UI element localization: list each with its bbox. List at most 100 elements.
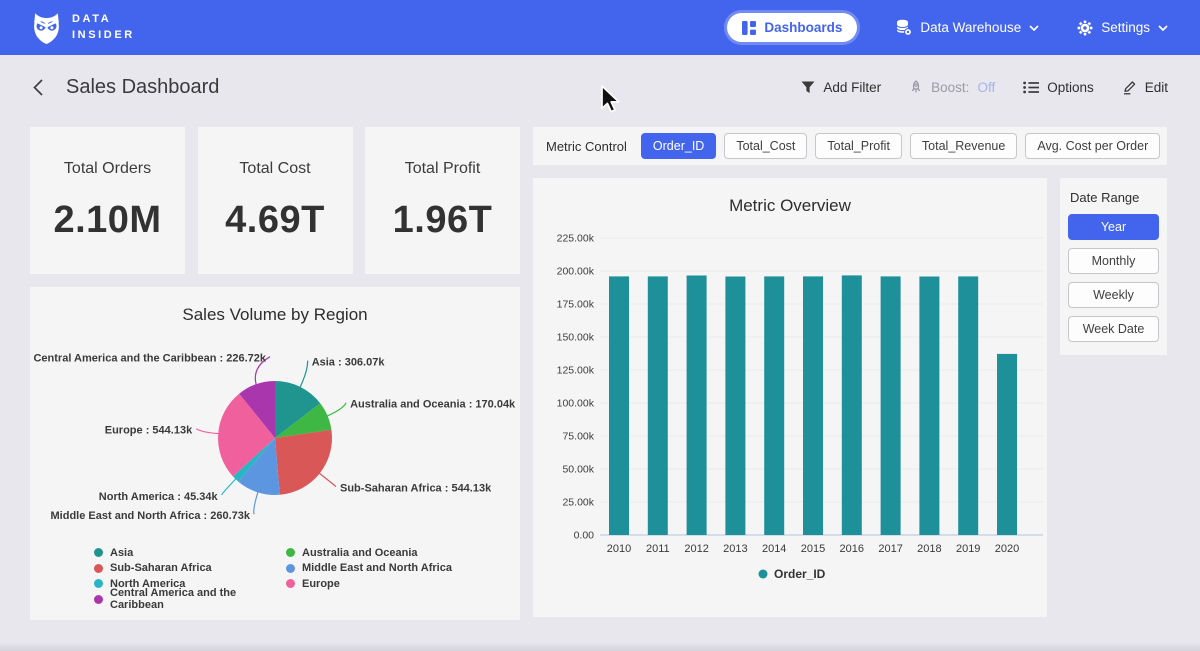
pie-label-north-america: North America : 45.34k bbox=[99, 491, 219, 503]
pie-chart-card: Sales Volume by Region Asia : 306.07k Aus… bbox=[30, 287, 520, 620]
owl-icon bbox=[32, 11, 61, 45]
pencil-icon bbox=[1122, 80, 1137, 95]
add-filter-button[interactable]: Add Filter bbox=[801, 80, 881, 95]
bar-2017[interactable] bbox=[880, 276, 901, 535]
database-icon bbox=[895, 19, 913, 36]
bar-2019[interactable] bbox=[958, 276, 979, 535]
legend-item-label: North America bbox=[110, 577, 186, 590]
edit-button[interactable]: Edit bbox=[1122, 80, 1168, 95]
kpi-card-total-orders: Total Orders 2.10M bbox=[30, 127, 185, 274]
bar-2018[interactable] bbox=[919, 276, 940, 536]
date-range-option-monthly[interactable]: Monthly bbox=[1068, 248, 1159, 274]
navbar: DATA INSIDER Dashboards bbox=[0, 0, 1200, 55]
x-axis-label: 2018 bbox=[917, 543, 941, 555]
bar-2012[interactable] bbox=[686, 275, 707, 536]
kpi-value: 4.69T bbox=[225, 198, 325, 241]
bar-2020[interactable] bbox=[997, 353, 1017, 535]
y-axis-tick: 175.00k bbox=[557, 299, 595, 311]
settings-menu[interactable]: Settings bbox=[1077, 20, 1168, 36]
legend-item-label: Sub-Saharan Africa bbox=[110, 562, 212, 575]
options-button[interactable]: Options bbox=[1023, 80, 1094, 95]
y-axis-tick: 0.00 bbox=[574, 530, 595, 542]
pie-slice-central-america-and-the-caribbean[interactable] bbox=[239, 381, 275, 438]
x-axis-label: 2020 bbox=[995, 543, 1019, 555]
boost-toggle[interactable]: Boost: Off bbox=[909, 80, 995, 95]
bar-2016[interactable] bbox=[841, 275, 862, 535]
x-axis-label: 2010 bbox=[607, 543, 631, 555]
metric-option-total-revenue[interactable]: Total_Revenue bbox=[909, 133, 1018, 159]
x-axis-label: 2011 bbox=[646, 543, 670, 555]
date-range-option-year[interactable]: Year bbox=[1068, 214, 1159, 240]
bar-2015[interactable] bbox=[803, 276, 823, 535]
legend-item-asia[interactable]: Asia bbox=[94, 545, 286, 561]
legend-dot bbox=[286, 579, 295, 589]
pie-leader-line bbox=[195, 428, 222, 435]
metric-options: Order_ID Total_Cost Total_Profit Total_Reve… bbox=[640, 133, 1161, 159]
bar-2014[interactable] bbox=[764, 276, 785, 535]
pie-leader-line bbox=[254, 356, 271, 388]
legend-dot bbox=[94, 548, 103, 558]
legend-item-label: Central America and the Caribbean bbox=[110, 587, 237, 612]
pie-slice-europe[interactable] bbox=[218, 393, 275, 477]
metric-option-order-id[interactable]: Order_ID bbox=[640, 133, 717, 159]
date-range-option-week-date[interactable]: Week Date bbox=[1068, 316, 1159, 342]
kpi-label: Total Cost bbox=[239, 159, 311, 177]
y-axis-tick: 75.00k bbox=[562, 431, 594, 443]
legend-item-middle-east-and-north-africa[interactable]: Middle East and North Africa bbox=[286, 561, 452, 577]
navbar-menu: Dashboards Data Warehouse bbox=[727, 13, 1168, 42]
bar-chart-title: Metric Overview bbox=[729, 196, 851, 215]
legend-item-australia-and-oceania[interactable]: Australia and Oceania bbox=[286, 545, 452, 561]
x-axis-label: 2013 bbox=[723, 543, 747, 555]
bar-legend-label[interactable]: Order_ID bbox=[774, 567, 826, 581]
bar-legend-dot bbox=[758, 569, 768, 579]
kpi-label: Total Profit bbox=[404, 159, 481, 177]
header-actions: Add Filter Boost: Off bbox=[801, 80, 1168, 95]
pie-slice-australia-and-oceania[interactable] bbox=[275, 403, 332, 438]
metric-option-total-profit[interactable]: Total_Profit bbox=[815, 133, 902, 159]
pie-leader-line bbox=[221, 476, 239, 496]
x-axis-label: 2017 bbox=[878, 543, 902, 555]
kpi-row: Total Orders 2.10M Total Cost 4.69T Total Pr… bbox=[30, 127, 520, 274]
date-range-option-weekly[interactable]: Weekly bbox=[1068, 282, 1159, 308]
x-axis-label: 2015 bbox=[801, 543, 825, 555]
bar-2010[interactable] bbox=[609, 276, 629, 535]
legend-dot bbox=[94, 579, 103, 589]
legend-item-north-america[interactable]: North America bbox=[94, 576, 286, 592]
kpi-card-total-cost: Total Cost 4.69T bbox=[197, 127, 353, 274]
back-button[interactable] bbox=[32, 78, 44, 97]
legend-item-central-america-and-the-caribbean[interactable]: Central America and the Caribbean bbox=[94, 587, 286, 611]
legend-item-label: Australia and Oceania bbox=[302, 546, 418, 559]
pie-label-asia: Asia : 306.07k bbox=[312, 357, 386, 369]
legend-dot bbox=[94, 563, 103, 573]
bar-2011[interactable] bbox=[647, 276, 668, 535]
legend-item-label: Europe bbox=[302, 577, 340, 590]
legend-dot bbox=[286, 548, 295, 558]
pie-slice-middle-east-and-north-africa[interactable] bbox=[238, 438, 280, 496]
date-range-options: Year Monthly Weekly Week Date bbox=[1068, 214, 1159, 342]
data-warehouse-menu[interactable]: Data Warehouse bbox=[895, 19, 1039, 36]
metric-option-total-cost[interactable]: Total_Cost bbox=[724, 133, 808, 159]
settings-label: Settings bbox=[1101, 20, 1150, 35]
y-axis-tick: 100.00k bbox=[557, 398, 595, 410]
bar-chart-card: Metric Overview 0.00 25.00k 50.00k 75.00k 10… bbox=[533, 178, 1047, 617]
legend-item-europe[interactable]: Europe bbox=[286, 576, 452, 592]
add-filter-label: Add Filter bbox=[823, 79, 882, 95]
brand[interactable]: DATA INSIDER bbox=[32, 11, 135, 45]
options-label: Options bbox=[1047, 79, 1094, 95]
kpi-card-total-profit: Total Profit 1.96T bbox=[365, 127, 520, 274]
bar-2013[interactable] bbox=[725, 276, 746, 536]
pie-slice-sub-saharan-africa[interactable] bbox=[275, 429, 332, 495]
metric-option-avg-cost-per-order[interactable]: Avg. Cost per Order bbox=[1025, 133, 1161, 159]
rocket-icon bbox=[909, 80, 923, 94]
chevron-left-icon bbox=[32, 78, 44, 100]
legend-item-sub-saharan-africa[interactable]: Sub-Saharan Africa bbox=[94, 561, 286, 577]
y-axis-tick: 50.00k bbox=[562, 464, 594, 476]
dashboards-label: Dashboards bbox=[764, 20, 843, 35]
pie-slice-north-america[interactable] bbox=[232, 438, 275, 482]
dashboards-button[interactable]: Dashboards bbox=[727, 13, 858, 42]
pie-legend-column: Asia Sub-Saharan Africa North America Centr… bbox=[94, 545, 286, 611]
x-axis-label: 2016 bbox=[840, 543, 864, 555]
kpi-value: 1.96T bbox=[392, 198, 493, 241]
page-title: Sales Dashboard bbox=[66, 75, 220, 98]
pie-slice-asia[interactable] bbox=[275, 381, 321, 438]
